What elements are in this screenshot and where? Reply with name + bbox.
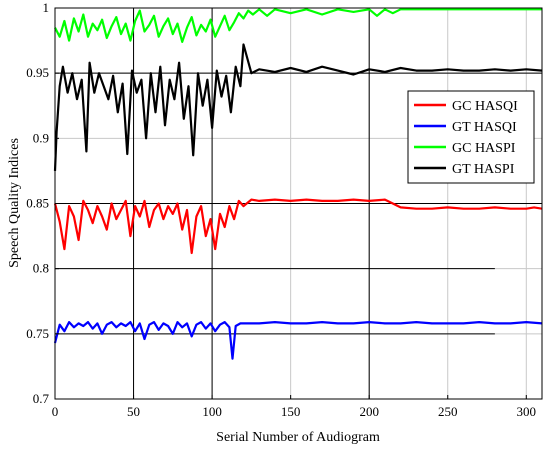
series-group (53, 8, 543, 360)
x-tick-label-2: 100 (202, 404, 222, 419)
legend-label-0: GC HASQI (452, 99, 518, 114)
reference-lines (55, 72, 542, 335)
legend: GC HASQI GT HASQI GC HASPI GT HASPI (407, 90, 535, 184)
x-tick-label-5: 250 (438, 404, 458, 419)
y-axis-label: Speech Quality Indices (7, 138, 22, 268)
x-tick-label-6: 300 (517, 404, 537, 419)
y-tick-label-5: 0.95 (26, 65, 49, 80)
legend-label-1: GT HASQI (452, 120, 517, 135)
series-line-gc-haspi (54, 8, 542, 44)
series-line-gc-hasqi (53, 198, 543, 255)
legend-label-3: GT HASPI (452, 162, 515, 177)
x-tick-label-1: 50 (127, 404, 140, 419)
y-tick-label-6: 1 (43, 0, 50, 15)
y-tick-label-3: 0.85 (26, 196, 49, 211)
legend-label-2: GC HASPI (452, 141, 516, 156)
x-tick-label-3: 150 (281, 404, 301, 419)
y-tick-label-0: 0.7 (33, 391, 50, 406)
series-line-gt-haspi (53, 43, 543, 171)
x-axis-ticks: 0 50 100 150 200 250 300 (52, 395, 536, 419)
y-axis-ticks: 0.7 0.75 0.8 0.85 0.9 0.95 1 (26, 0, 59, 406)
x-tick-label-4: 200 (359, 404, 379, 419)
y-tick-label-2: 0.8 (33, 261, 49, 276)
y-tick-label-4: 0.9 (33, 130, 49, 145)
x-axis-label: Serial Number of Audiogram (216, 430, 380, 445)
x-tick-label-0: 0 (52, 404, 59, 419)
series-line-gt-hasqi (53, 321, 543, 360)
y-tick-label-1: 0.75 (26, 326, 49, 341)
